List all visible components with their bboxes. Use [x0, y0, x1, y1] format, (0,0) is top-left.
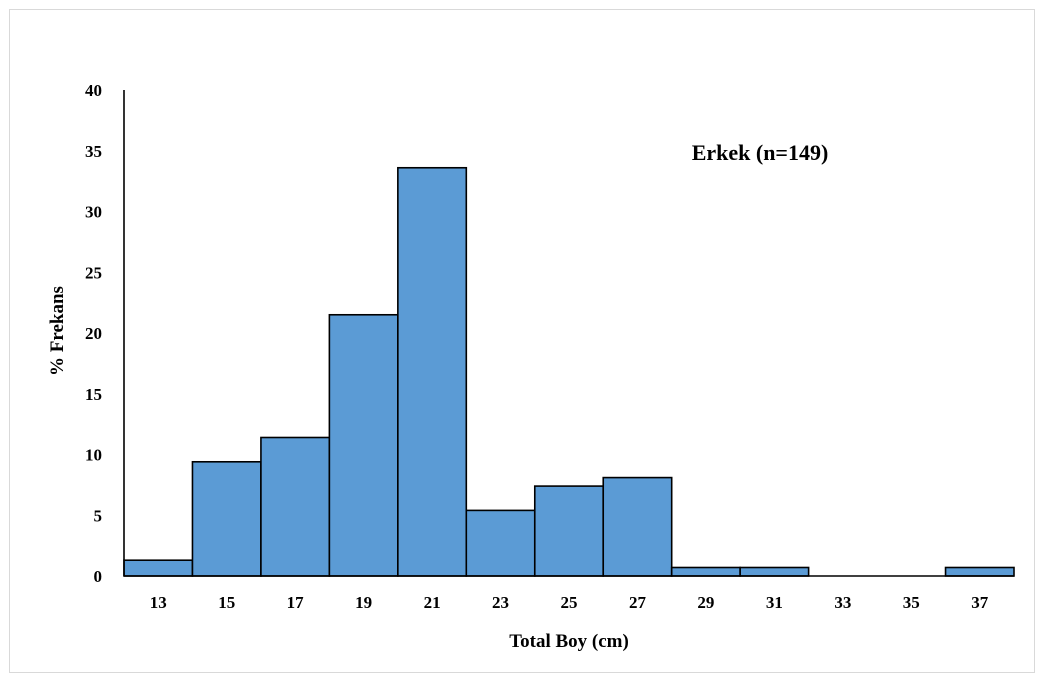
bar-25: [533, 485, 605, 577]
bar-29: [670, 566, 741, 577]
x-axis-title: Total Boy (cm): [509, 631, 629, 652]
y-tick-label: 15: [85, 385, 102, 404]
y-tick-label: 30: [85, 203, 102, 222]
bars-group: [123, 166, 1015, 577]
y-tick-label: 0: [94, 567, 103, 586]
x-tick-label: 15: [218, 593, 235, 612]
x-tick-label: 35: [903, 593, 920, 612]
x-tick-label: 17: [287, 593, 305, 612]
y-tick-label: 20: [85, 324, 102, 343]
x-tick-label: 33: [834, 593, 851, 612]
y-axis-title: % Frekans: [47, 286, 68, 376]
x-tick-label: 25: [561, 593, 578, 612]
bar-19: [328, 313, 399, 577]
x-tick-label: 21: [424, 593, 441, 612]
axes-group: [123, 90, 1014, 577]
bar-13: [123, 559, 194, 577]
bar-15: [191, 460, 262, 577]
bar-17: [260, 436, 331, 577]
y-tick-label: 40: [85, 81, 102, 100]
bar-23: [465, 509, 536, 577]
bar-27: [602, 476, 673, 577]
bar-21: [397, 166, 468, 577]
bar-37: [944, 566, 1015, 577]
y-tick-label: 25: [85, 263, 102, 282]
x-tick-label: 19: [355, 593, 372, 612]
x-tick-label: 37: [971, 593, 989, 612]
x-tick-label: 23: [492, 593, 509, 612]
y-tick-label: 5: [94, 506, 103, 525]
bar-31: [739, 566, 810, 577]
y-tick-labels: 0 5 10 15 20 25 30 35 40: [85, 81, 102, 586]
x-tick-label: 31: [766, 593, 783, 612]
y-tick-label: 10: [85, 446, 102, 465]
x-tick-label: 27: [629, 593, 647, 612]
x-tick-label: 29: [697, 593, 714, 612]
x-tick-label: 13: [150, 593, 167, 612]
y-tick-label: 35: [85, 142, 102, 161]
series-annotation: Erkek (n=149): [692, 140, 829, 165]
x-tick-labels: 13 15 17 19 21 23 25 27 29 31 33 35 37: [150, 593, 989, 612]
